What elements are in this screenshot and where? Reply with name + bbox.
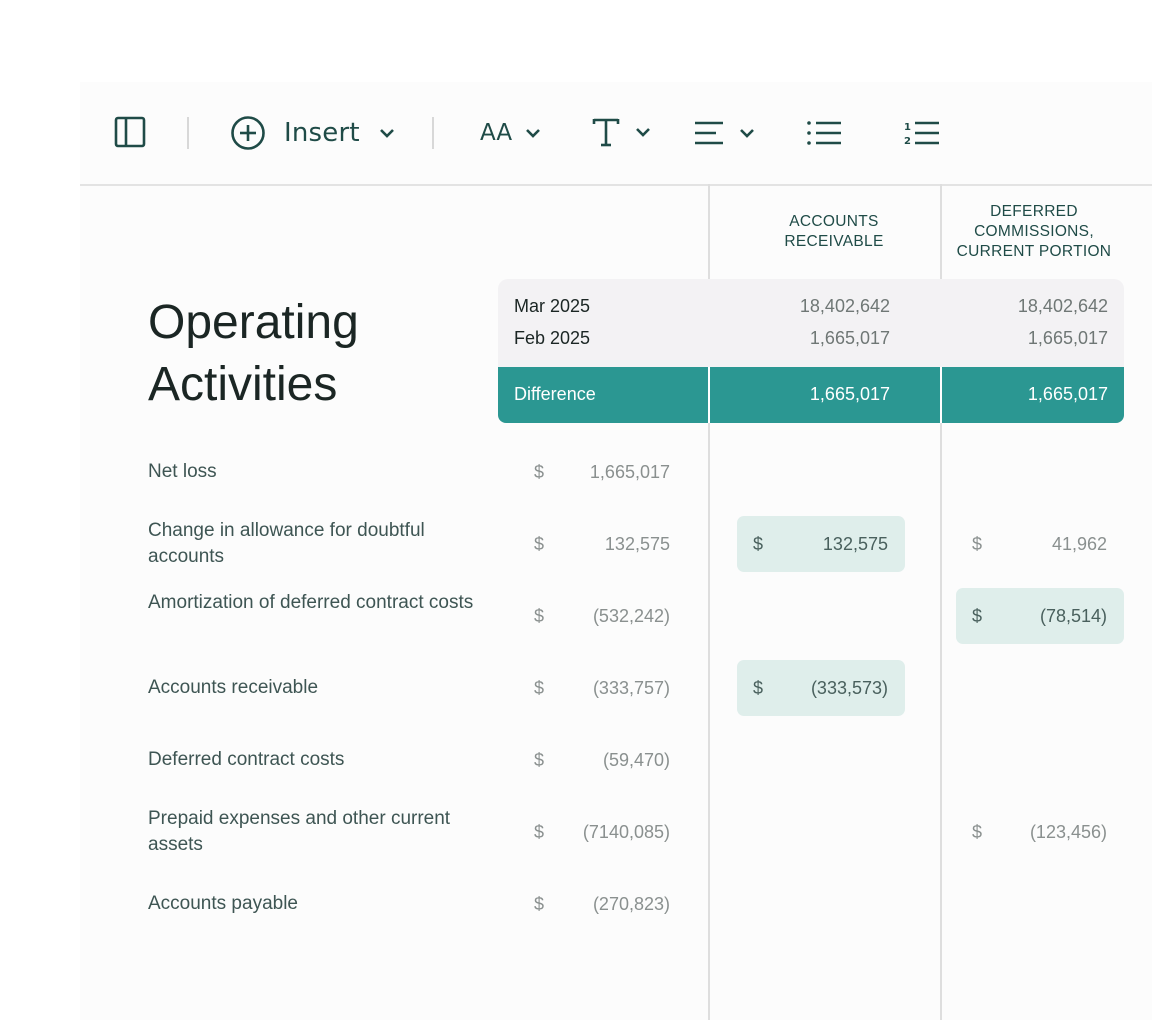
row-label-accounts-payable: Accounts payable <box>148 893 298 914</box>
currency-symbol: $ <box>753 678 764 698</box>
cell-value: 132,575 <box>822 534 888 554</box>
period-summary <box>498 279 1124 367</box>
difference-divider <box>940 367 942 423</box>
currency-symbol: $ <box>534 534 545 554</box>
row-total: (59,470) <box>602 750 670 770</box>
difference-value: 1,665,017 <box>809 384 890 404</box>
chevron-down-icon <box>379 129 394 138</box>
plus-circle-icon <box>231 116 265 150</box>
insert-button[interactable]: Insert <box>230 115 396 151</box>
toolbar-divider <box>187 117 189 149</box>
currency-symbol: $ <box>534 894 545 914</box>
chevron-down-icon <box>740 129 754 138</box>
summary-label-current: Mar 2025 <box>514 296 591 316</box>
row-label-net-loss: Net loss <box>148 461 217 482</box>
bullet-list-icon <box>807 121 841 145</box>
column-divider <box>940 184 942 1020</box>
align-button[interactable] <box>694 120 756 146</box>
numbered-list-icon: 1 2 <box>904 121 939 146</box>
row-total: 132,575 <box>604 534 670 554</box>
currency-symbol: $ <box>534 750 545 770</box>
summary-value: 1,665,017 <box>809 328 890 348</box>
row-total: (7140,085) <box>582 822 670 842</box>
currency-symbol: $ <box>972 606 983 626</box>
highlighted-cell[interactable]: $ (333,573) <box>737 660 905 716</box>
row-total: 1,665,017 <box>589 462 670 482</box>
summary-label-previous: Feb 2025 <box>514 328 591 348</box>
currency-symbol: $ <box>534 678 545 698</box>
column-divider <box>708 184 710 1020</box>
summary-value: 18,402,642 <box>799 296 890 316</box>
currency-symbol: $ <box>972 822 983 842</box>
row-label-accounts-receivable: Accounts receivable <box>148 677 319 698</box>
svg-text:1: 1 <box>904 122 911 133</box>
formatting-toolbar: Insert AA <box>80 82 1152 186</box>
currency-symbol: $ <box>534 606 545 626</box>
currency-symbol: $ <box>534 462 545 482</box>
svg-text:2: 2 <box>904 136 911 146</box>
summary-value: 18,402,642 <box>1017 296 1108 316</box>
highlighted-cell[interactable]: $ (78,514) <box>956 588 1124 644</box>
currency-symbol: $ <box>972 534 983 554</box>
chevron-down-icon <box>526 129 541 138</box>
chevron-down-icon <box>636 128 650 137</box>
sidebar-icon <box>114 116 146 148</box>
insert-label: Insert <box>284 118 360 148</box>
row-total: (333,757) <box>592 678 670 698</box>
font-size-icon: AA <box>480 119 513 146</box>
align-icon <box>695 121 723 145</box>
cell-value: 41,962 <box>1051 534 1107 554</box>
currency-symbol: $ <box>534 822 545 842</box>
column-header-deferred-commissions[interactable]: DEFERRED COMMISSIONS, CURRENT PORTION <box>956 203 1112 260</box>
summary-value: 1,665,017 <box>1027 328 1108 348</box>
text-style-icon <box>592 118 620 147</box>
text-style-button[interactable] <box>592 117 652 147</box>
numbered-list-button[interactable]: 1 2 <box>904 120 940 146</box>
statement-panel: Insert AA <box>80 82 1152 1020</box>
cell-value: (78,514) <box>1039 606 1107 626</box>
toolbar-divider <box>432 117 434 149</box>
cell-value: (333,573) <box>810 678 888 698</box>
row-label-allowance: Change in allowance for doubtful account… <box>148 520 425 567</box>
bullet-list-button[interactable] <box>806 120 842 146</box>
cell-value: (123,456) <box>1029 822 1107 842</box>
font-size-button[interactable]: AA <box>480 115 542 151</box>
row-label-prepaid-expenses: Prepaid expenses and other current asset… <box>148 808 451 855</box>
difference-label: Difference <box>514 384 596 404</box>
row-label-deferred-contract-costs: Deferred contract costs <box>148 749 345 770</box>
sidebar-toggle-button[interactable] <box>114 116 146 148</box>
difference-bar <box>498 367 1124 423</box>
highlighted-cell[interactable]: $ 132,575 <box>737 516 905 572</box>
currency-symbol: $ <box>753 534 764 554</box>
row-label-amortization: Amortization of deferred contract costs <box>148 592 474 613</box>
row-total: (270,823) <box>592 894 670 914</box>
row-total: (532,242) <box>592 606 670 626</box>
section-title: Operating Activities <box>148 296 359 411</box>
column-header-accounts-receivable[interactable]: ACCOUNTS RECEIVABLE <box>784 213 884 250</box>
difference-value: 1,665,017 <box>1027 384 1108 404</box>
difference-divider <box>708 367 710 423</box>
